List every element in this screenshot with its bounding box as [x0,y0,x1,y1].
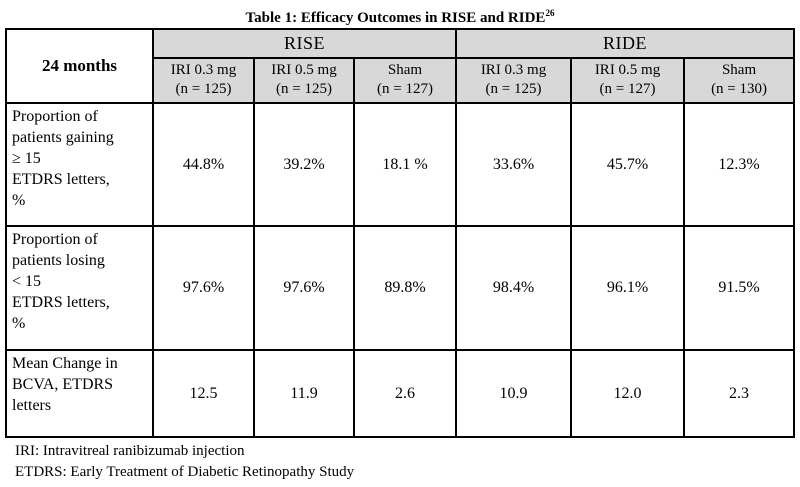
value-losing15-rise-iri-0-3: 97.6% [152,225,255,351]
column-header-rise-sham: Sham (n = 127) [352,57,458,104]
value-losing15-ride-iri-0-3: 98.4% [455,225,573,351]
sample-size-label: (n = 127) [599,81,656,97]
value-bcva-rise-iri-0-3: 12.5 [152,349,255,438]
arm-label: Sham [721,62,757,78]
column-header-ride-iri-0-5: IRI 0.5 mg (n = 127) [570,57,686,104]
table-title-citation: 26 [545,8,555,18]
table-title-text: Table 1: Efficacy Outcomes in RISE and R… [245,10,546,26]
value-bcva-ride-iri-0-5: 12.0 [570,349,686,438]
table-row-mean-bcva-change: Mean Change in BCVA, ETDRS letters 12.5 … [5,349,796,438]
footnote-bcva: BCVA: Best Corrected Visual Acuity [15,483,800,487]
value-gaining15-ride-iri-0-3: 33.6% [455,102,573,227]
value-losing15-ride-iri-0-5: 96.1% [570,225,686,351]
arm-label: IRI 0.5 mg [271,62,337,78]
sample-size-label: (n = 127) [377,81,433,97]
value-losing15-ride-sham: 91.5% [683,225,796,351]
group-header-rise: RISE [151,28,458,59]
column-header-rise-iri-0-5: IRI 0.5 mg (n = 125) [253,57,355,104]
period-header-cell: 24 months [5,28,154,104]
efficacy-outcomes-table: 24 months RISE RIDE IRI 0.3 mg (n = 125)… [5,28,796,438]
row-label-gaining-15: Proportion of patients gaining ≥ 15 ETDR… [5,102,154,227]
table-footnotes: IRI: Intravitreal ranibizumab injection … [15,441,800,487]
value-bcva-ride-iri-0-3: 10.9 [455,349,573,438]
value-gaining15-rise-sham: 18.1 % [352,102,458,227]
value-bcva-ride-sham: 2.3 [683,349,796,438]
footnote-iri: IRI: Intravitreal ranibizumab injection [15,443,245,459]
table-title: Table 1: Efficacy Outcomes in RISE and R… [0,0,800,27]
value-gaining15-rise-iri-0-3: 44.8% [152,102,255,227]
sample-size-label: (n = 130) [711,81,768,97]
row-label-losing-15: Proportion of patients losing < 15 ETDRS… [5,225,154,351]
table-row-losing-15: Proportion of patients losing < 15 ETDRS… [5,225,796,351]
value-losing15-rise-sham: 89.8% [352,225,458,351]
value-bcva-rise-iri-0-5: 11.9 [253,349,355,438]
value-gaining15-ride-iri-0-5: 45.7% [570,102,686,227]
sample-size-label: (n = 125) [485,81,542,97]
value-losing15-rise-iri-0-5: 97.6% [253,225,355,351]
table-row-gaining-15: Proportion of patients gaining ≥ 15 ETDR… [5,102,796,227]
arm-label: IRI 0.5 mg [594,62,661,78]
column-header-ride-sham: Sham (n = 130) [683,57,796,104]
sample-size-label: (n = 125) [276,81,332,97]
value-gaining15-ride-sham: 12.3% [683,102,796,227]
row-label-mean-bcva-change: Mean Change in BCVA, ETDRS letters [5,349,154,438]
arm-label: IRI 0.3 mg [480,62,547,78]
column-header-ride-iri-0-3: IRI 0.3 mg (n = 125) [455,57,573,104]
arm-label: Sham [387,62,423,78]
arm-label: IRI 0.3 mg [170,62,237,78]
footnote-etdrs: ETDRS: Early Treatment of Diabetic Retin… [15,464,355,480]
sample-size-label: (n = 125) [175,81,232,97]
group-header-ride: RIDE [455,28,796,59]
column-header-rise-iri-0-3: IRI 0.3 mg (n = 125) [152,57,255,104]
value-gaining15-rise-iri-0-5: 39.2% [253,102,355,227]
value-bcva-rise-sham: 2.6 [352,349,458,438]
